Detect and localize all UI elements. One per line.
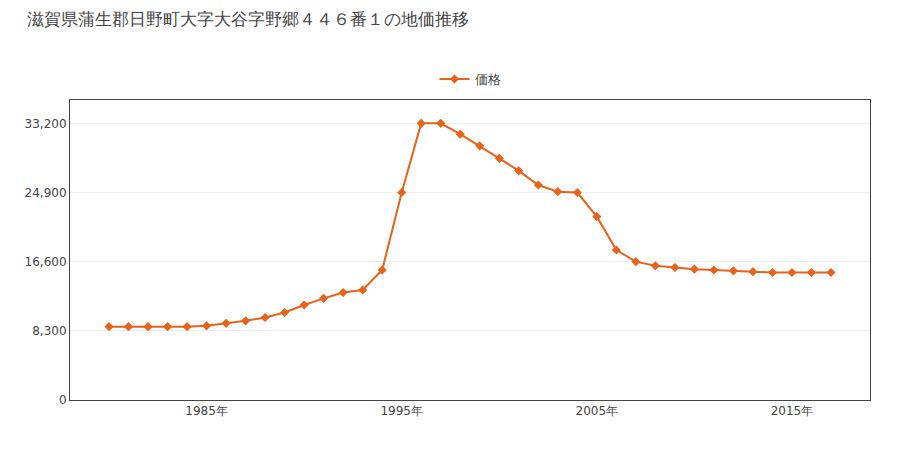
svg-text:価格: 価格 <box>475 72 501 87</box>
svg-text:2005年: 2005年 <box>576 404 619 418</box>
svg-text:33,200: 33,200 <box>25 117 67 131</box>
svg-text:16,600: 16,600 <box>25 255 67 269</box>
svg-text:1985年: 1985年 <box>185 404 228 418</box>
svg-text:2015年: 2015年 <box>771 404 814 418</box>
svg-text:0: 0 <box>59 393 67 407</box>
svg-text:8,300: 8,300 <box>32 324 66 338</box>
svg-text:24,900: 24,900 <box>25 186 67 200</box>
svg-text:1995年: 1995年 <box>380 404 423 418</box>
svg-text:滋賀県蒲生郡日野町大字大谷字野郷４４６番１の地価推移: 滋賀県蒲生郡日野町大字大谷字野郷４４６番１の地価推移 <box>27 9 469 29</box>
